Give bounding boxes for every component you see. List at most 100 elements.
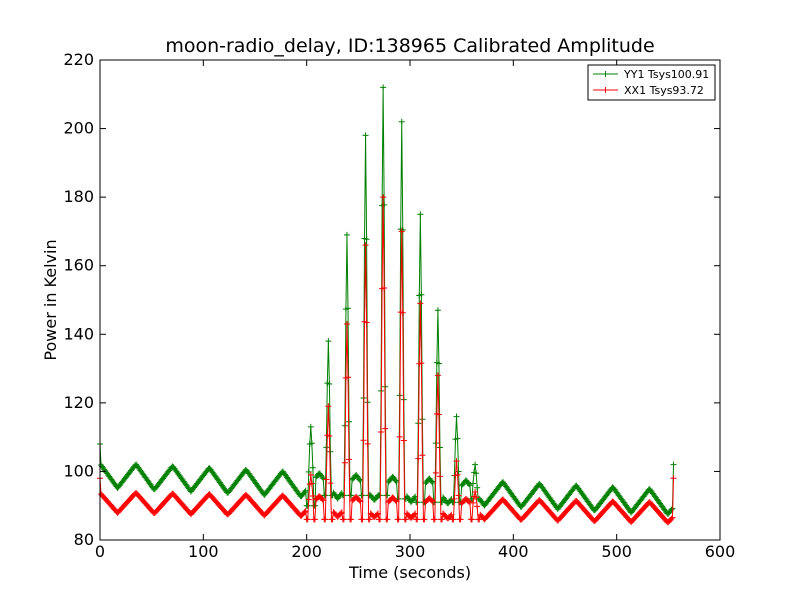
series-marker — [419, 452, 426, 459]
series-marker — [466, 482, 473, 489]
y-tick-label: 140 — [63, 324, 94, 343]
y-tick-label: 160 — [63, 256, 94, 275]
legend-box — [587, 64, 716, 101]
series-marker — [302, 487, 309, 494]
series-marker — [457, 516, 464, 523]
y-tick-label: 120 — [63, 393, 94, 412]
legend-label: YY1 Tsys100.91 — [623, 68, 709, 81]
series-0 — [97, 84, 677, 517]
series-marker — [373, 511, 380, 518]
series-marker — [473, 470, 480, 477]
x-tick-label: 400 — [498, 542, 529, 561]
series-marker — [384, 492, 391, 499]
series-marker — [417, 300, 424, 307]
plot-area — [100, 60, 720, 540]
series-marker — [326, 432, 333, 439]
series-marker — [305, 496, 312, 503]
series-marker — [356, 497, 363, 504]
x-axis-label: Time (seconds) — [348, 563, 471, 582]
series-marker — [304, 516, 311, 523]
series-marker — [374, 510, 381, 517]
series-marker — [329, 516, 336, 523]
series-marker — [395, 516, 402, 523]
series-marker — [473, 494, 480, 501]
series-marker — [382, 425, 389, 432]
series-marker — [421, 516, 428, 523]
series-marker — [343, 231, 350, 238]
series-marker — [455, 492, 462, 499]
series-marker — [362, 242, 369, 249]
series-marker — [345, 305, 351, 312]
series-marker — [476, 516, 483, 523]
series-marker — [428, 497, 435, 504]
series-marker — [380, 194, 387, 201]
series-marker — [308, 480, 315, 487]
chart-title: moon-radio_delay, ID:138965 Calibrated A… — [165, 35, 654, 57]
series-marker — [393, 498, 400, 505]
series-marker — [301, 489, 308, 496]
series-marker — [357, 477, 364, 484]
series-marker — [343, 321, 350, 327]
series-marker — [435, 411, 442, 418]
series-marker — [454, 435, 461, 442]
x-tick-label: 600 — [705, 542, 736, 561]
series-marker — [345, 374, 351, 381]
series-marker — [381, 201, 388, 208]
series-marker — [670, 475, 677, 482]
series-marker — [325, 338, 332, 345]
legend-label: XX1 Tsys93.72 — [624, 84, 704, 97]
series-marker — [668, 515, 675, 522]
series-marker — [309, 464, 316, 471]
series-marker — [319, 496, 326, 503]
series-marker — [470, 480, 477, 487]
series-marker — [431, 516, 438, 523]
series-marker — [434, 307, 441, 314]
series-marker — [453, 413, 460, 420]
series-layer — [97, 84, 677, 526]
series-marker — [348, 516, 355, 523]
series-marker — [429, 498, 436, 505]
series-marker — [311, 516, 318, 523]
series-marker — [412, 510, 419, 517]
series-marker — [435, 360, 442, 367]
series-marker — [399, 309, 406, 316]
series-marker — [474, 484, 481, 491]
series-marker — [308, 440, 315, 447]
series-marker — [450, 499, 457, 506]
series-marker — [400, 437, 407, 444]
series-marker — [327, 448, 334, 455]
y-tick-label: 100 — [63, 461, 94, 480]
series-marker — [398, 228, 405, 235]
legend: YY1 Tsys100.91 XX1 Tsys93.72 — [587, 64, 716, 101]
series-marker — [472, 461, 479, 468]
series-marker — [450, 516, 457, 523]
series-marker — [432, 469, 439, 476]
series-marker — [363, 319, 370, 326]
x-tick-label: 200 — [291, 542, 322, 561]
series-marker — [323, 476, 330, 483]
series-marker — [472, 489, 479, 495]
series-marker — [411, 511, 418, 518]
legend-marker — [602, 71, 609, 77]
series-marker — [418, 360, 425, 367]
series-marker — [320, 475, 327, 482]
x-tick-label: 300 — [395, 542, 426, 561]
series-marker — [307, 423, 314, 430]
series-marker — [474, 503, 481, 510]
series-marker — [439, 516, 446, 523]
series-marker — [448, 511, 455, 518]
series-marker — [392, 477, 399, 484]
series-marker — [346, 456, 353, 463]
series-marker — [436, 473, 443, 480]
series-marker — [454, 471, 461, 478]
series-marker — [380, 84, 387, 91]
series-marker — [455, 468, 462, 475]
series-marker — [429, 479, 436, 486]
series-marker — [366, 516, 373, 523]
series-marker — [428, 478, 435, 485]
series-marker — [668, 506, 675, 513]
series-marker — [340, 516, 347, 523]
series-marker — [415, 455, 422, 462]
series-marker — [396, 433, 403, 440]
